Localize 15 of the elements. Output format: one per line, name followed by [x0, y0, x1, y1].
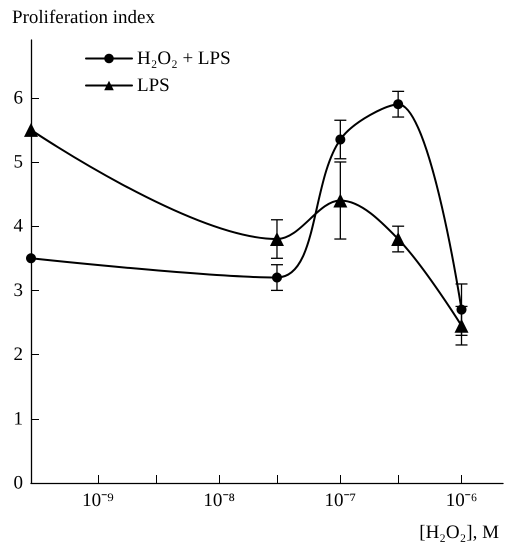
- x-tick-label: 10⁻⁷: [324, 490, 356, 511]
- y-tick-label: 4: [14, 216, 24, 237]
- x-tick-label: 10⁻⁸: [203, 490, 235, 511]
- y-tick-label: 0: [14, 472, 23, 494]
- x-axis-title: [H₂O₂], M: [419, 522, 500, 543]
- y-tick-label: 6: [14, 87, 23, 108]
- y-tick-label: 3: [14, 280, 23, 301]
- y-tick-label: 5: [14, 151, 23, 172]
- x-tick-label: 10⁻⁹: [82, 490, 114, 511]
- y-tick-label: 2: [14, 344, 23, 366]
- y-axis-title: Proliferation index: [12, 7, 156, 28]
- y-tick-label: 1: [14, 408, 23, 430]
- legend-label: H₂O₂ + LPS: [137, 48, 231, 69]
- legend-label: LPS: [137, 75, 170, 96]
- x-tick-label: 10⁻⁶: [446, 490, 478, 511]
